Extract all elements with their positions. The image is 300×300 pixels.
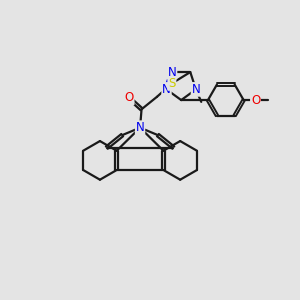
Text: O: O [124,92,134,104]
Text: N: N [162,83,171,96]
Text: N: N [191,83,200,96]
Text: S: S [168,77,175,90]
Text: N: N [168,66,176,79]
Text: N: N [136,121,144,134]
Text: O: O [251,94,260,106]
